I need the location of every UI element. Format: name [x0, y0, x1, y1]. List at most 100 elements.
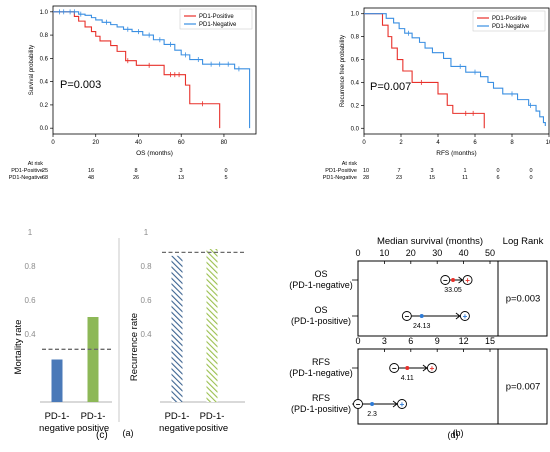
y-tick-label: 1.0 — [351, 12, 360, 18]
y-tick-label: 0.4 — [351, 80, 360, 86]
x-tick-label: 10 — [546, 140, 550, 146]
arrow-head — [422, 364, 428, 372]
plus-sign: + — [465, 276, 470, 285]
y-axis-label: Recurrence free probability — [340, 35, 346, 107]
x-tick-label: 40 — [459, 248, 469, 258]
x-tick-label: 50 — [485, 248, 495, 258]
arrow-head — [392, 400, 398, 408]
table-section-frame — [357, 260, 548, 337]
at-risk-value: 0 — [529, 175, 532, 181]
panel-c-label: (c) — [96, 430, 108, 441]
at-risk-value: 48 — [88, 175, 94, 181]
y-axis-label: Recurrence rate — [129, 313, 140, 381]
plus-marker — [459, 311, 470, 321]
at-risk-value: 23 — [396, 175, 402, 181]
y-tick-label: 1 — [144, 228, 149, 237]
at-risk-value: 1 — [463, 168, 466, 174]
row-label: (PD-1-positive) — [291, 316, 351, 326]
legend-entry: PD1-Positive — [199, 14, 234, 20]
log-rank-p-value: p=0.007 — [506, 382, 541, 393]
y-tick-label: 0.6 — [351, 58, 360, 64]
plus-marker — [426, 363, 437, 373]
y-axis-label: Mortality rate — [13, 320, 24, 375]
at-risk-value: 8 — [134, 168, 137, 174]
y-tick-label: 0.0 — [40, 126, 49, 132]
y-tick-label: 0.0 — [351, 126, 360, 132]
category-label: PD-1- — [165, 411, 190, 422]
median-dot — [419, 314, 424, 318]
plus-marker — [462, 275, 473, 285]
panel-label: (a) — [123, 428, 134, 438]
minus-sign: − — [443, 276, 448, 285]
median-dot — [405, 366, 410, 370]
at-risk-value: 0 — [224, 168, 227, 174]
plus-sign: + — [430, 364, 435, 373]
category-label: PD-1- — [81, 411, 106, 422]
x-tick-label: 6 — [473, 140, 477, 146]
category-label: PD-1- — [200, 411, 225, 422]
x-tick-label: 3 — [382, 336, 387, 346]
row-label: RFS — [312, 393, 330, 403]
log-rank-p-value: p=0.003 — [506, 294, 541, 305]
at-risk-value: 7 — [397, 168, 400, 174]
category-label: positive — [77, 423, 109, 434]
table-section-frame — [357, 348, 548, 425]
at-risk-value: 3 — [179, 168, 182, 174]
plus-sign: + — [463, 312, 468, 321]
at-risk-row-label: PD1-Positive — [11, 168, 43, 174]
y-tick-label: 0.6 — [24, 296, 36, 305]
minus-marker — [440, 275, 451, 285]
y-tick-label: 0.2 — [40, 103, 49, 109]
y-tick-label: 0.2 — [351, 103, 360, 109]
at-risk-value: 13 — [178, 175, 184, 181]
at-risk-value: 6 — [496, 175, 499, 181]
bar — [171, 255, 183, 402]
x-tick-label: 6 — [408, 336, 413, 346]
x-tick-label: 80 — [221, 140, 228, 146]
category-label: PD-1- — [45, 411, 70, 422]
x-tick-label: 20 — [92, 140, 99, 146]
km-curve-pd1-negative — [53, 11, 251, 129]
row-label: (PD-1-negative) — [289, 368, 353, 378]
legend-entry: PD1-Negative — [199, 22, 237, 28]
median-value: 2.3 — [367, 411, 377, 418]
y-tick-label: 0.8 — [351, 35, 360, 41]
y-tick-label: 0.8 — [140, 262, 152, 271]
p-value: P=0.003 — [60, 79, 101, 91]
x-tick-label: 60 — [178, 140, 185, 146]
median-value: 33.05 — [444, 287, 462, 294]
x-tick-label: 4 — [436, 140, 440, 146]
at-risk-value: 5 — [224, 175, 227, 181]
x-axis-label: OS (months) — [136, 150, 173, 157]
bar — [206, 249, 218, 402]
x-tick-label: 30 — [432, 248, 442, 258]
arrow-head — [458, 276, 464, 284]
median-dot — [451, 278, 456, 282]
panel-label: (d) — [448, 430, 459, 440]
x-tick-label: 8 — [510, 140, 514, 146]
y-tick-label: 0.6 — [40, 56, 49, 62]
x-tick-label: 0 — [362, 140, 366, 146]
plus-marker — [397, 399, 407, 409]
row-label: (PD-1-negative) — [289, 280, 353, 290]
x-tick-label: 0 — [355, 336, 360, 346]
legend-entry: PD1-Negative — [492, 24, 530, 30]
row-label: OS — [314, 305, 327, 315]
median-value: 24.13 — [413, 323, 431, 330]
minus-sign: − — [392, 364, 397, 373]
log-rank-header: Log Rank — [503, 236, 544, 247]
y-tick-label: 0.4 — [24, 330, 36, 339]
at-risk-value: 3 — [430, 168, 433, 174]
at-risk-value: 26 — [133, 175, 139, 181]
at-risk-value: 28 — [363, 175, 369, 181]
minus-marker — [389, 363, 400, 373]
minus-marker — [353, 399, 363, 409]
row-label: (PD-1-positive) — [291, 404, 351, 414]
at-risk-value: 15 — [429, 175, 435, 181]
at-risk-value: 68 — [42, 175, 48, 181]
at-risk-value: 11 — [462, 175, 468, 181]
